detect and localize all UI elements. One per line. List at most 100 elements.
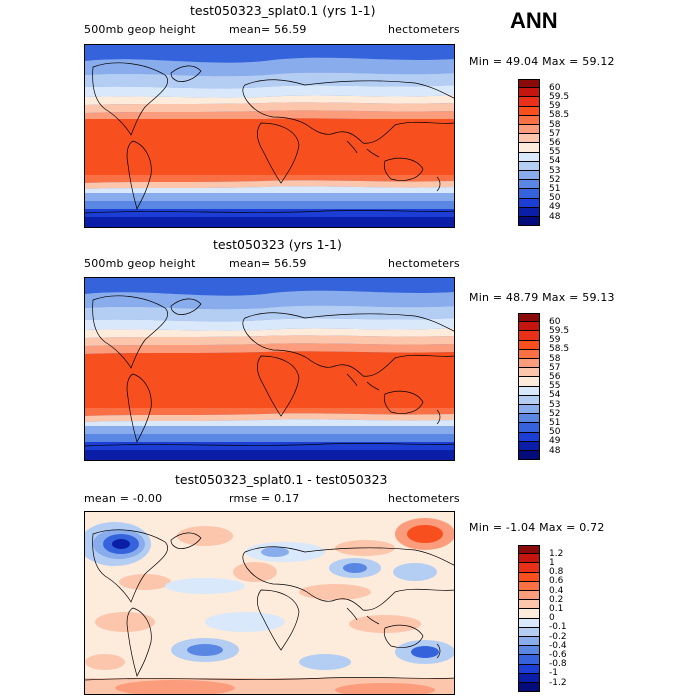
colorbar-swatch: [518, 359, 540, 369]
colorbar-swatch: [518, 395, 540, 405]
colorbar-tick-label: 55: [549, 147, 561, 158]
panel-2-units-label: hectometers: [388, 257, 460, 270]
colorbar-swatch: [518, 331, 540, 341]
colorbar-tick-label: 58: [549, 119, 561, 130]
panel-1-minmax: Min = 49.04 Max = 59.12: [469, 55, 615, 68]
panel-2-map: [84, 277, 455, 461]
colorbar-swatch: [518, 664, 540, 674]
colorbar-swatch: [518, 377, 540, 387]
colorbar-swatch: [518, 79, 540, 89]
colorbar-swatch: [518, 106, 540, 116]
colorbar-tick-label: 0: [549, 613, 555, 624]
colorbar-swatch: [518, 609, 540, 619]
colorbar-tick-label: 57: [549, 128, 561, 139]
colorbar-swatch: [518, 441, 540, 451]
colorbar-swatch: [518, 655, 540, 665]
panel-2-mean-label: mean= 56.59: [229, 257, 307, 270]
colorbar-swatch: [518, 180, 540, 190]
colorbar-swatch: [518, 627, 540, 637]
colorbar-tick-label: 48: [549, 211, 561, 222]
colorbar-tick-label: 0.4: [549, 585, 564, 596]
colorbar-swatch: [518, 189, 540, 199]
colorbar-swatch: [518, 673, 540, 683]
colorbar-swatch: [518, 340, 540, 350]
colorbar-swatch: [518, 88, 540, 98]
colorbar-tick-label: -1.2: [549, 677, 567, 688]
panel-2-field-plot: [85, 278, 454, 460]
colorbar-tick-label: 55: [549, 381, 561, 392]
panel-3-title: test050323_splat0.1 - test050323: [175, 472, 388, 487]
colorbar-swatch: [518, 143, 540, 153]
panel-1-mean-label: mean= 56.59: [229, 23, 307, 36]
colorbar-tick-label: 53: [549, 165, 561, 176]
colorbar-swatch: [518, 313, 540, 323]
panel-2-minmax: Min = 48.79 Max = 59.13: [469, 291, 615, 304]
colorbar-tick-label: 0.6: [549, 576, 564, 587]
colorbar-swatch: [518, 97, 540, 107]
season-label: ANN: [510, 8, 558, 33]
colorbar-tick-label: 51: [549, 183, 561, 194]
colorbar-swatch: [518, 134, 540, 144]
colorbar-tick-label: 49: [549, 202, 561, 213]
colorbar-tick-label: 56: [549, 137, 561, 148]
colorbar-tick-label: 52: [549, 174, 561, 185]
panel-3-diff-plot: [85, 512, 454, 694]
panel-1-title: test050323_splat0.1 (yrs 1-1): [190, 3, 376, 18]
panel-3-mean-label: mean = -0.00: [84, 492, 163, 505]
panel-3-units-label: hectometers: [388, 492, 460, 505]
colorbar-swatch: [518, 423, 540, 433]
colorbar-swatch: [518, 563, 540, 573]
colorbar-tick-label: 56: [549, 371, 561, 382]
colorbar-tick-label: 48: [549, 445, 561, 456]
colorbar-tick-label: 60: [549, 82, 561, 93]
colorbar-tick-label: 58: [549, 353, 561, 364]
colorbar-tick-label: -0.8: [549, 659, 567, 670]
colorbar-tick-label: -0.4: [549, 640, 567, 651]
colorbar-swatch: [518, 386, 540, 396]
panel-1-field-plot: [85, 45, 454, 227]
colorbar-swatch: [518, 115, 540, 125]
colorbar-tick-label: 54: [549, 390, 561, 401]
colorbar-tick-label: -0.1: [549, 622, 567, 633]
colorbar-tick-label: 57: [549, 362, 561, 373]
colorbar-swatch: [518, 554, 540, 564]
colorbar-swatch: [518, 545, 540, 555]
panel-1-units-label: hectometers: [388, 23, 460, 36]
colorbar-tick-label: 59: [549, 335, 561, 346]
colorbar-swatch: [518, 683, 540, 693]
panel-2-variable-label: 500mb geop height: [84, 257, 196, 270]
colorbar-swatch: [518, 405, 540, 415]
colorbar-tick-label: 60: [549, 316, 561, 327]
colorbar-tick-label: 1.2: [549, 548, 564, 559]
colorbar-swatch: [518, 171, 540, 181]
colorbar-tick-label: -0.6: [549, 649, 567, 660]
colorbar-tick-label: 49: [549, 436, 561, 447]
colorbar-swatch: [518, 646, 540, 656]
panel-1-variable-label: 500mb geop height: [84, 23, 196, 36]
colorbar-tick-label: -0.2: [549, 631, 567, 642]
colorbar-swatch: [518, 618, 540, 628]
colorbar-swatches: [518, 545, 540, 693]
colorbar-tick-label: 0.2: [549, 594, 564, 605]
colorbar-swatch: [518, 581, 540, 591]
colorbar-swatch: [518, 414, 540, 424]
colorbar-tick-label: -1: [549, 668, 558, 679]
colorbar-tick-label: 54: [549, 156, 561, 167]
colorbar-swatch: [518, 349, 540, 359]
colorbar-swatch: [518, 161, 540, 171]
colorbar-tick-label: 50: [549, 427, 561, 438]
panel-3-rmse-label: rmse = 0.17: [229, 492, 300, 505]
colorbar-tick-label: 0.1: [549, 603, 564, 614]
panel-3-minmax: Min = -1.04 Max = 0.72: [469, 521, 605, 534]
colorbar-swatch: [518, 600, 540, 610]
colorbar-tick-label: 52: [549, 408, 561, 419]
colorbar-swatch: [518, 322, 540, 332]
colorbar-swatch: [518, 572, 540, 582]
colorbar-swatch: [518, 368, 540, 378]
colorbar-swatch: [518, 217, 540, 227]
colorbar-swatch: [518, 637, 540, 647]
colorbar-tick-label: 59.5: [549, 325, 570, 336]
colorbar-tick-label: 50: [549, 193, 561, 204]
colorbar-swatch: [518, 207, 540, 217]
colorbar-tick-label: 53: [549, 399, 561, 410]
